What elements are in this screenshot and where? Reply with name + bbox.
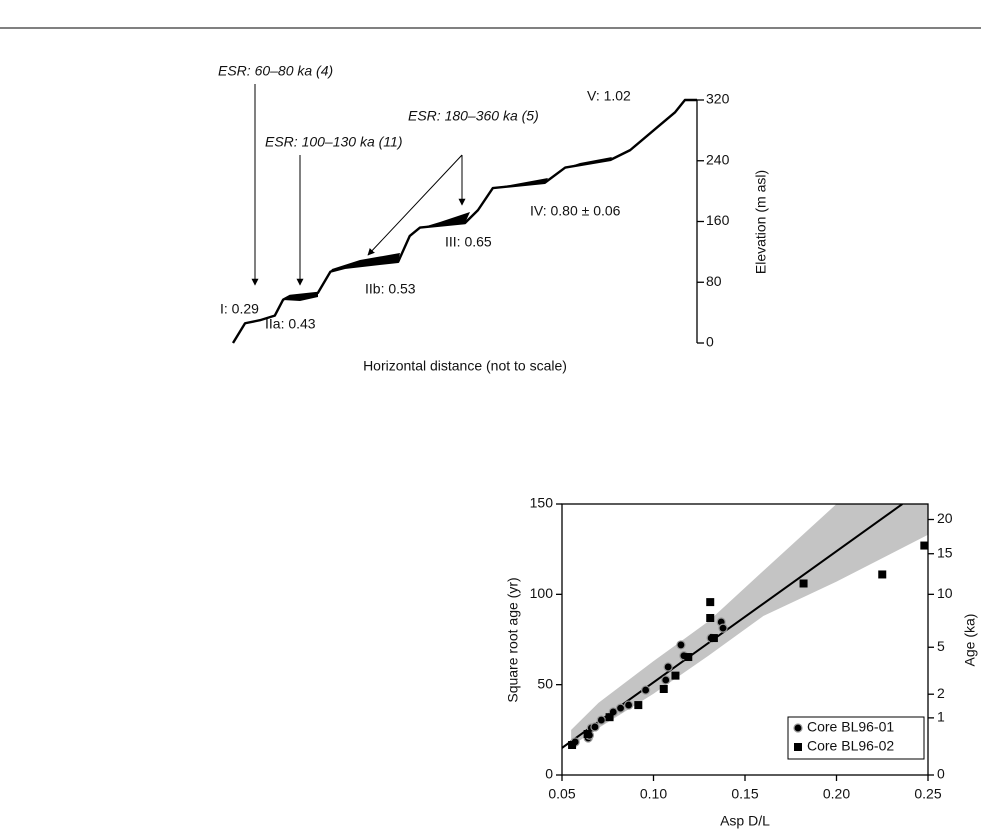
x-tick-label: 0.25 (914, 786, 941, 802)
y-tick-label: 50 (537, 675, 553, 691)
legend-marker (793, 723, 803, 733)
annotation: IIa: 0.43 (265, 316, 316, 332)
point (709, 634, 718, 643)
point (634, 701, 643, 710)
point (671, 671, 680, 680)
legend-box (787, 716, 925, 760)
y-tick-label: 0 (706, 334, 714, 350)
legend-label: Core BL96-01 (807, 719, 894, 735)
annotation: ESR: 180–360 ka (5) (408, 108, 539, 124)
point (663, 662, 673, 672)
point (659, 685, 668, 694)
point (661, 675, 671, 685)
point (605, 713, 614, 722)
y-tick-label: 100 (530, 585, 554, 601)
point (718, 623, 728, 633)
annotation: I: 0.29 (220, 301, 259, 317)
annotation: IV: 0.80 ± 0.06 (530, 203, 621, 219)
x-tick-label: 0.15 (731, 786, 758, 802)
point (568, 741, 577, 750)
point (878, 570, 887, 579)
y2-axis-label: Age (ka) (962, 614, 978, 667)
y-tick-label: 0 (545, 766, 553, 782)
arrow (367, 154, 463, 256)
annotation: ESR: 100–130 ka (11) (265, 134, 403, 150)
x-axis-label: Asp D/L (720, 813, 770, 829)
annotation: III: 0.65 (445, 234, 492, 250)
profile-line (231, 98, 697, 344)
y2-tick-label: 10 (937, 585, 953, 601)
y-axis-label: Elevation (m asl) (753, 170, 769, 274)
point (706, 614, 715, 623)
point (596, 715, 606, 725)
x-tick-label: 0.10 (640, 786, 667, 802)
y2-tick-label: 2 (937, 685, 945, 701)
point (684, 653, 693, 662)
annotation: V: 1.02 (587, 88, 631, 104)
y2-tick-label: 20 (937, 510, 953, 526)
x-tick-label: 0.20 (823, 786, 850, 802)
legend-label: Core BL96-02 (807, 738, 894, 754)
y-tick-label: 80 (706, 273, 722, 289)
point (590, 722, 600, 732)
y-tick-label: 160 (706, 212, 730, 228)
point (615, 703, 626, 713)
y2-tick-label: 0 (937, 766, 945, 782)
legend-marker (794, 743, 802, 751)
point (706, 598, 715, 607)
annotation: ESR: 60–80 ka (4) (218, 63, 333, 79)
x-axis-label: Horizontal distance (not to scale) (363, 358, 567, 374)
point (583, 729, 592, 738)
plot-area (562, 504, 928, 750)
point (641, 685, 651, 695)
y-tick-label: 150 (530, 495, 554, 511)
point (920, 541, 928, 550)
legend: Core BL96-01 Core BL96-02 (787, 716, 925, 760)
y2-tick-label: 1 (937, 709, 945, 725)
point (676, 640, 686, 650)
y2-tick-label: 15 (937, 544, 953, 560)
point (799, 579, 808, 588)
point (624, 700, 634, 710)
terrace-profile-chart: ESR: 60–80 ka (4) ESR: 100–130 ka (11) E… (218, 63, 769, 374)
y-axis-label: Square root age (yr) (505, 577, 521, 702)
scatter-chart: Asp D/L Square root age (yr) Age (ka) 0.… (505, 495, 978, 829)
y2-tick-label: 5 (937, 638, 945, 654)
y-tick-label: 240 (706, 151, 730, 167)
x-tick-label: 0.05 (548, 786, 575, 802)
annotation: IIb: 0.53 (365, 281, 416, 297)
y-tick-label: 320 (706, 91, 730, 107)
